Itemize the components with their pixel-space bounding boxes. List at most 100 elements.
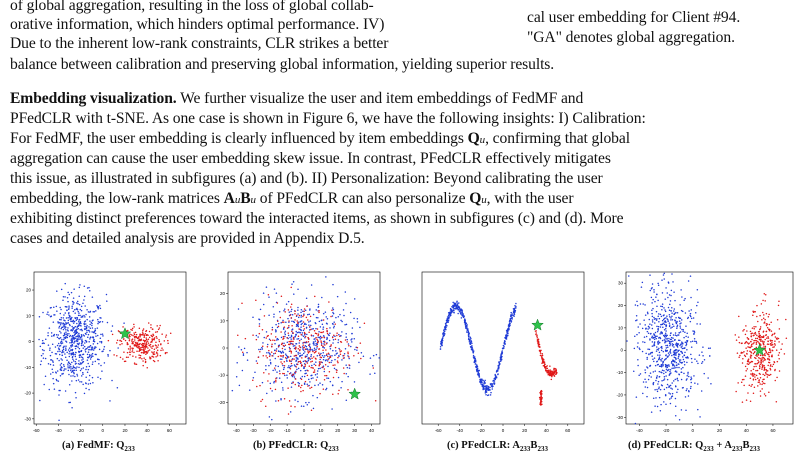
scatter-point [69, 365, 71, 367]
scatter-point [81, 329, 83, 332]
scatter-point [457, 308, 460, 311]
scatter-point [74, 337, 77, 339]
scatter-point [55, 305, 58, 308]
scatter-point [669, 350, 672, 352]
scatter-point [65, 317, 68, 319]
scatter-point [83, 345, 86, 348]
scatter-point [49, 349, 51, 351]
scatter-point [49, 315, 52, 318]
scatter-point [499, 360, 502, 363]
scatter-point [694, 340, 696, 343]
scatter-point [763, 364, 765, 367]
scatter-point [261, 348, 264, 350]
scatter-point [754, 331, 757, 334]
scatter-point [685, 343, 688, 345]
scatter-point [289, 368, 292, 370]
scatter-point [51, 360, 54, 362]
scatter-point [299, 360, 302, 363]
figure-caption-right-1: cal user embedding for Client #94. [527, 9, 741, 26]
scatter-point [323, 343, 325, 345]
scatter-point [289, 372, 292, 374]
scatter-point [93, 338, 95, 341]
scatter-point [115, 342, 118, 344]
scatter-point [746, 363, 749, 365]
scatter-point [778, 351, 781, 354]
scatter-point [53, 314, 55, 316]
scatter-point [672, 334, 675, 336]
scatter-point [665, 354, 667, 357]
scatter-point [304, 332, 306, 335]
scatter-point [283, 326, 286, 328]
scatter-point [164, 352, 167, 355]
scatter-point [87, 351, 90, 353]
x-tick-label: -40 [457, 428, 464, 433]
scatter-point [665, 287, 667, 289]
scatter-point [654, 300, 656, 303]
scatter-point [85, 340, 88, 342]
scatter-point [280, 331, 282, 333]
scatter-point [282, 335, 285, 338]
scatter-point [661, 303, 664, 305]
scatter-point [348, 345, 350, 347]
scatter-point [655, 337, 657, 340]
scatter-point [85, 365, 88, 368]
scatter-point [68, 332, 70, 335]
scatter-point [474, 363, 477, 365]
scatter-point [326, 330, 328, 332]
scatter-point [307, 370, 309, 372]
scatter-point [648, 318, 651, 321]
scatter-point [646, 395, 648, 398]
scatter-point [677, 363, 679, 365]
scatter-point [766, 376, 769, 378]
scatter-point [82, 383, 84, 386]
scatter-point [133, 333, 136, 336]
scatter-point [540, 397, 543, 400]
scatter-point [65, 326, 67, 328]
scatter-point [512, 311, 515, 314]
scatter-point [270, 333, 273, 335]
scatter-point [140, 338, 143, 340]
scatter-point [757, 359, 759, 362]
scatter-point [295, 346, 297, 349]
scatter-point [133, 339, 136, 341]
scatter-point [325, 349, 327, 351]
scatter-point [74, 317, 77, 320]
scatter-point [646, 386, 649, 389]
scatter-point [759, 383, 761, 385]
scatter-point [298, 331, 300, 334]
scatter-point [87, 368, 90, 371]
scatter-point [71, 335, 73, 338]
scatter-point [59, 350, 61, 353]
scatter-point [450, 311, 453, 313]
scatter-point [443, 330, 446, 333]
scatter-point [303, 375, 306, 378]
scatter-point [131, 327, 134, 330]
scatter-point [672, 310, 675, 312]
math-u: u [479, 134, 486, 146]
scatter-point [72, 327, 74, 330]
scatter-point [305, 326, 308, 329]
scatter-point [349, 311, 352, 314]
paragraph-heading: Embedding visualization. [10, 90, 177, 107]
scatter-point [471, 342, 473, 344]
scatter-point [142, 329, 144, 332]
scatter-point [261, 329, 264, 331]
scatter-point [639, 373, 642, 375]
scatter-point [151, 347, 153, 350]
scatter-point [751, 338, 753, 341]
scatter-point [50, 359, 53, 361]
scatter-point [157, 328, 160, 331]
scatter-point [762, 373, 764, 376]
scatter-point [291, 324, 293, 327]
scatter-point [86, 356, 89, 359]
scatter-point [318, 348, 320, 350]
scatter-point [294, 319, 296, 321]
scatter-point [290, 360, 292, 363]
scatter-point [678, 373, 680, 375]
scatter-point [68, 401, 70, 404]
scatter-point [680, 378, 683, 381]
scatter-point [345, 302, 347, 305]
scatter-point [318, 331, 320, 333]
scatter-point [510, 315, 512, 317]
scatter-point [641, 281, 644, 284]
